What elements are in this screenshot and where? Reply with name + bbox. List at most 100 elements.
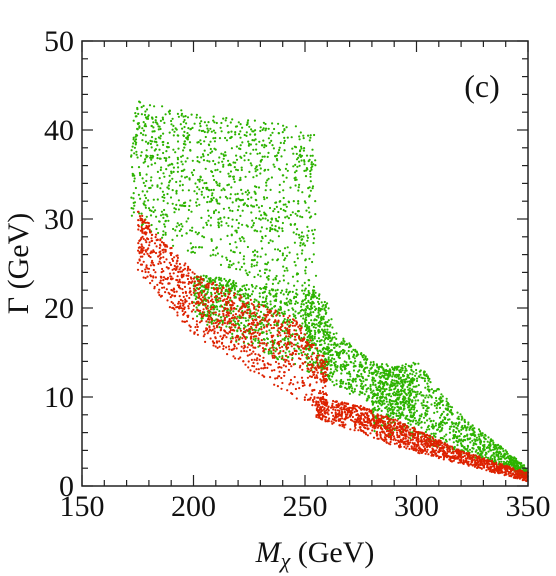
data-point xyxy=(215,283,218,286)
data-point xyxy=(155,215,158,218)
data-point xyxy=(307,326,310,329)
data-point xyxy=(299,357,302,361)
data-point xyxy=(345,363,348,366)
data-point xyxy=(303,398,306,401)
data-point xyxy=(216,308,219,311)
data-point xyxy=(179,123,182,126)
data-point xyxy=(232,314,235,317)
data-point xyxy=(247,360,250,363)
data-point xyxy=(369,388,372,391)
data-point xyxy=(277,327,280,330)
data-point xyxy=(364,361,367,364)
data-point xyxy=(473,431,476,434)
data-point xyxy=(298,236,301,239)
data-point xyxy=(145,149,148,152)
data-point xyxy=(142,202,145,205)
data-point xyxy=(347,372,350,375)
data-point xyxy=(216,298,219,301)
data-point xyxy=(254,229,257,232)
data-point xyxy=(217,161,220,164)
data-point xyxy=(198,188,201,191)
data-point xyxy=(331,375,334,378)
data-point xyxy=(137,210,140,213)
data-point xyxy=(253,275,256,279)
data-point xyxy=(404,365,407,368)
data-point xyxy=(294,343,297,346)
data-point xyxy=(257,273,260,276)
data-point xyxy=(151,184,154,187)
data-point xyxy=(225,256,228,259)
data-point xyxy=(391,384,395,387)
data-point xyxy=(164,159,168,162)
data-point xyxy=(258,292,261,295)
data-point xyxy=(258,354,262,357)
data-point xyxy=(271,144,274,147)
data-point xyxy=(235,267,238,271)
data-point xyxy=(278,227,281,230)
data-point xyxy=(151,130,154,133)
data-point xyxy=(231,118,234,121)
data-point xyxy=(133,204,136,207)
data-point xyxy=(252,148,255,151)
data-point xyxy=(291,357,294,360)
data-point xyxy=(208,144,211,147)
data-point xyxy=(366,358,369,361)
data-point xyxy=(272,352,275,355)
data-point xyxy=(171,306,174,309)
data-point xyxy=(234,229,237,232)
data-point xyxy=(359,385,362,388)
data-point xyxy=(452,430,455,433)
data-point xyxy=(255,204,258,207)
data-point xyxy=(324,371,327,374)
data-point xyxy=(209,127,212,130)
data-point xyxy=(378,381,381,384)
data-point xyxy=(326,348,329,351)
data-point xyxy=(322,393,325,396)
data-point xyxy=(256,261,259,264)
data-point xyxy=(255,285,258,288)
data-point xyxy=(136,268,140,271)
data-point xyxy=(432,432,435,435)
data-point xyxy=(302,350,305,353)
data-point xyxy=(267,137,270,140)
data-point xyxy=(144,123,147,126)
data-point xyxy=(387,393,390,396)
data-point xyxy=(252,130,255,133)
data-point xyxy=(245,350,248,353)
data-point xyxy=(180,228,183,231)
data-point xyxy=(285,176,288,179)
data-point xyxy=(302,242,305,245)
data-point xyxy=(183,140,186,143)
data-point xyxy=(189,148,192,152)
data-point xyxy=(338,352,341,355)
data-point xyxy=(293,319,296,322)
data-point xyxy=(466,445,470,448)
data-point xyxy=(412,408,416,411)
data-point xyxy=(185,175,188,178)
data-point xyxy=(150,250,153,253)
data-point xyxy=(302,362,305,365)
data-point xyxy=(239,327,242,330)
data-point xyxy=(158,125,161,128)
data-point xyxy=(210,316,213,319)
data-point xyxy=(307,299,310,302)
data-point xyxy=(327,307,330,310)
data-point xyxy=(241,223,244,226)
data-point xyxy=(418,375,421,378)
data-point xyxy=(289,213,292,217)
data-point xyxy=(214,169,217,172)
data-point xyxy=(281,381,284,385)
data-point xyxy=(246,329,249,332)
data-point xyxy=(250,337,253,340)
data-point xyxy=(232,310,235,313)
data-point xyxy=(250,128,253,131)
data-point xyxy=(306,225,309,228)
data-point xyxy=(165,288,168,291)
data-point xyxy=(230,130,233,133)
data-point xyxy=(249,162,252,165)
data-point xyxy=(270,139,273,142)
data-point xyxy=(266,308,269,311)
data-point xyxy=(282,124,285,127)
data-point xyxy=(178,262,181,266)
data-point xyxy=(482,448,485,451)
